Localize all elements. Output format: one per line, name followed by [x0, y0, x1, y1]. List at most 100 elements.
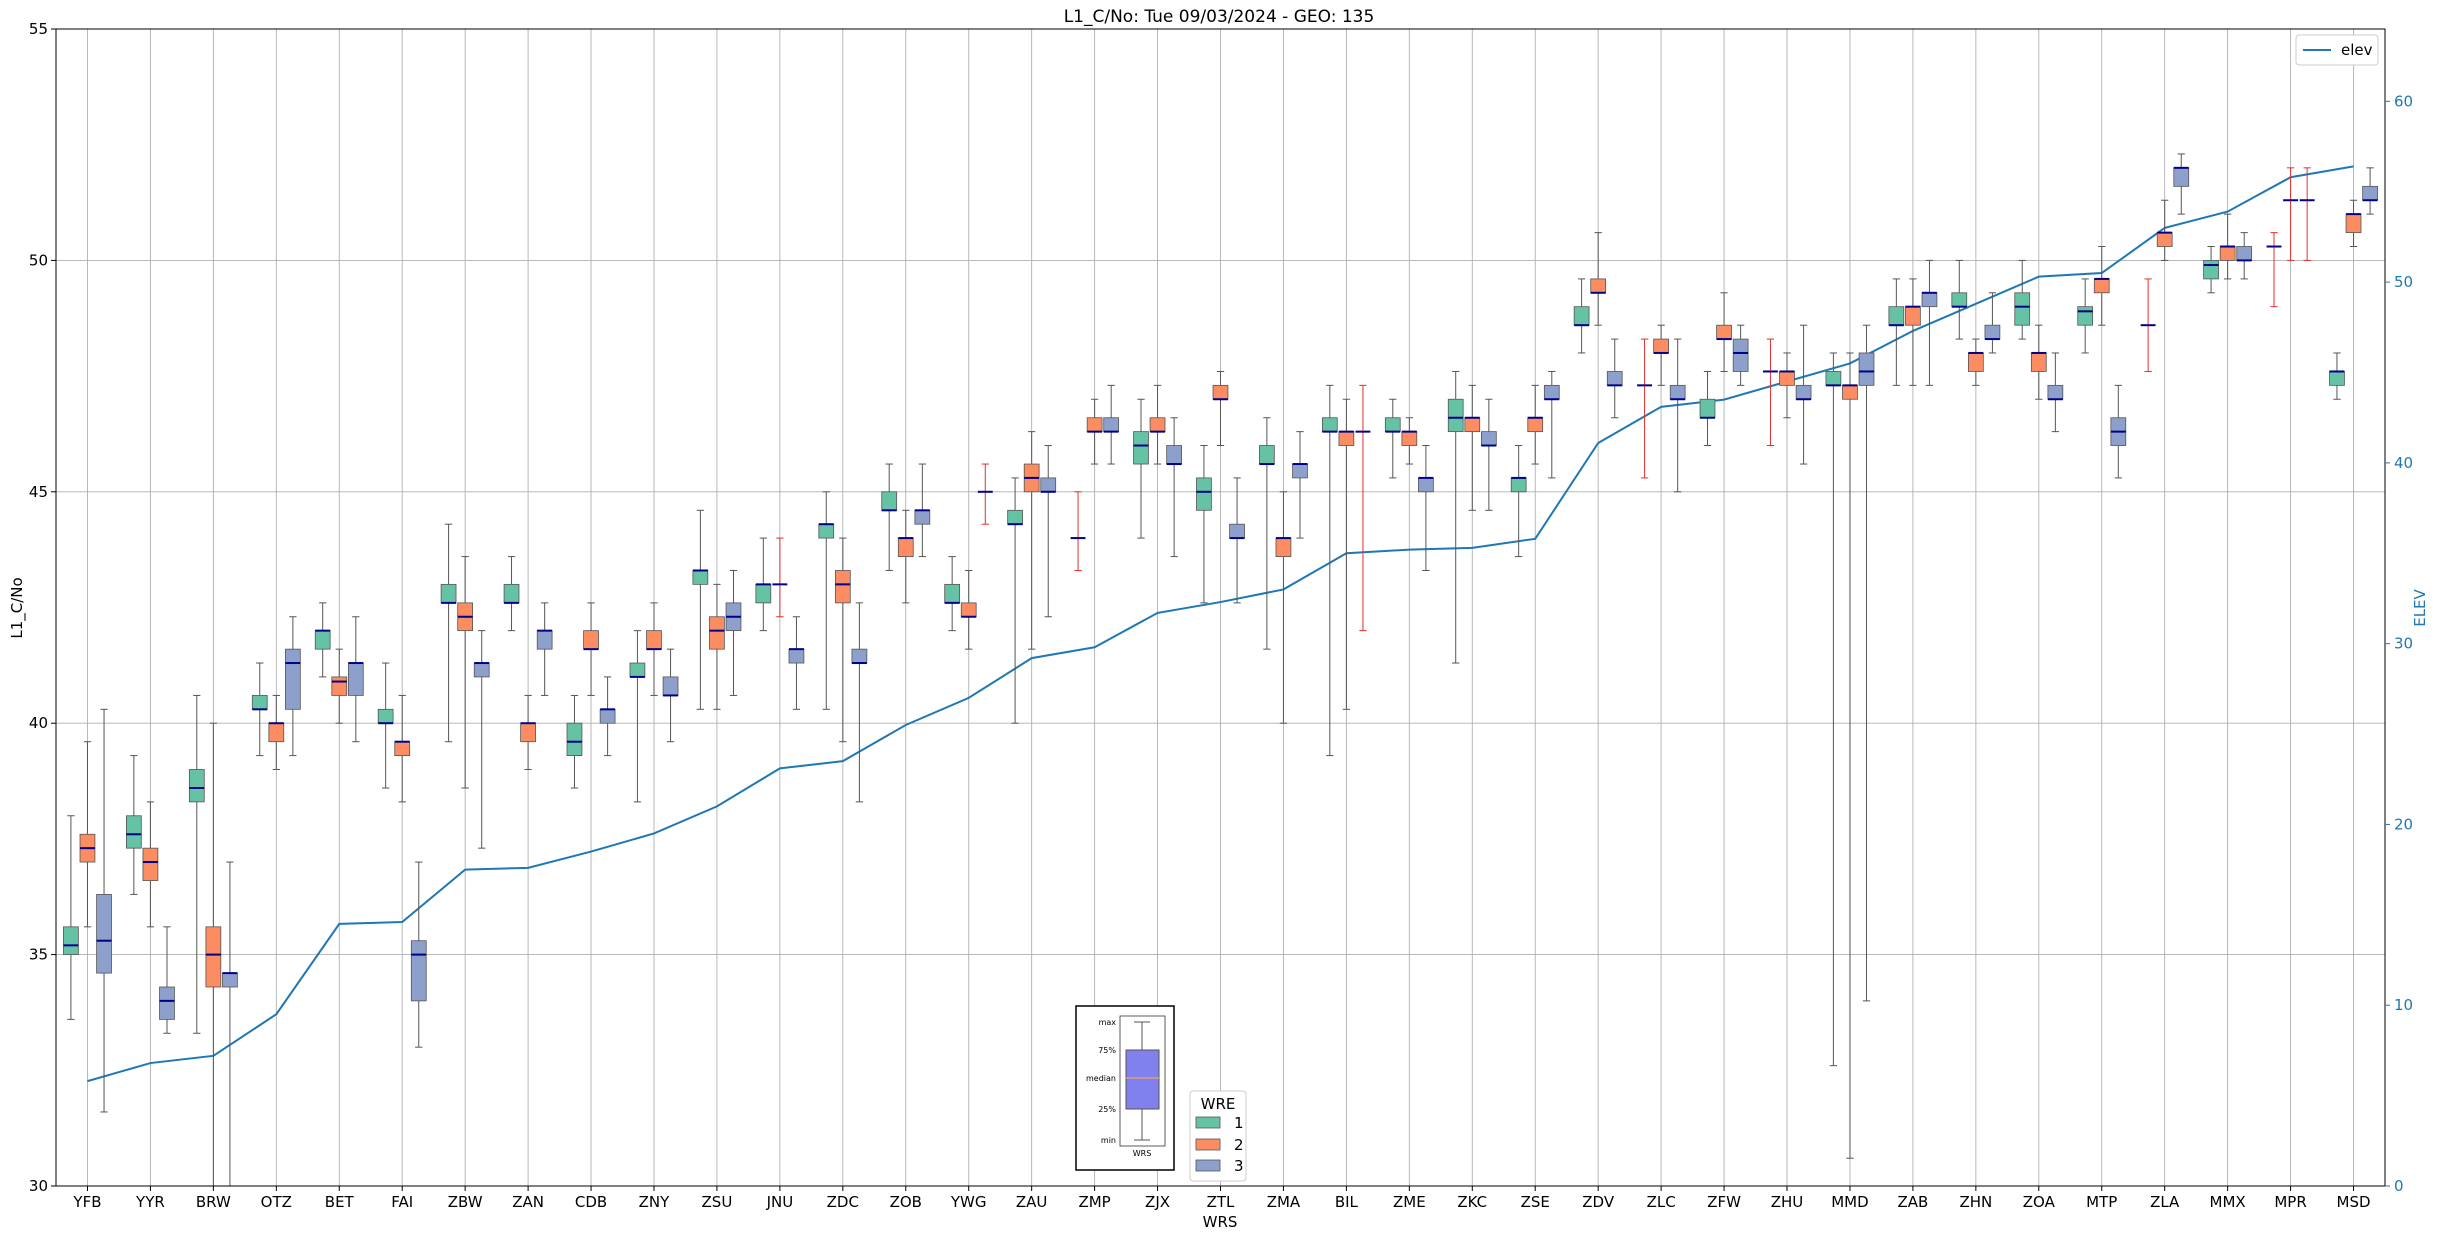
box-iqr	[1573, 306, 1590, 326]
box-wre-2	[268, 694, 285, 770]
box-wre-2	[331, 648, 348, 724]
box-wre-2	[2345, 199, 2362, 248]
box-wre-3	[788, 616, 805, 710]
x-tick-label: ZJX	[1145, 1193, 1170, 1211]
box-wre-2	[960, 569, 977, 650]
box-iqr	[1480, 431, 1497, 446]
elev-line	[87, 165, 2354, 1083]
box-iqr	[1007, 509, 1023, 525]
box-wre-1	[440, 523, 457, 743]
y-right-tick-label: 20	[2394, 815, 2413, 833]
box-wre-2	[142, 801, 159, 928]
box-iqr	[2236, 246, 2253, 261]
box-wre-1	[755, 537, 772, 632]
inset-label-q1: 25%	[1098, 1105, 1116, 1114]
box-wre-3	[1103, 384, 1120, 465]
y-axis-right-label: ELEV	[2411, 588, 2429, 626]
inset-label-median: median	[1086, 1074, 1116, 1083]
box-wre-3	[2362, 167, 2378, 215]
box-iqr	[1527, 417, 1544, 433]
box-wre-3	[914, 463, 931, 558]
box-wre-1	[1133, 398, 1149, 539]
box-iqr	[188, 769, 205, 803]
box-iqr	[834, 570, 851, 604]
box-wre-1	[1321, 384, 1338, 757]
box-iqr	[1858, 352, 1875, 386]
box-wre-1	[1070, 491, 1086, 571]
box-wre-3	[410, 861, 427, 1048]
x-tick-label: BRW	[196, 1193, 231, 1211]
box-iqr	[1543, 384, 1560, 400]
box-iqr	[1779, 371, 1795, 386]
x-tick-label: YFB	[72, 1193, 101, 1211]
box-iqr	[1384, 417, 1401, 433]
box-iqr	[1418, 477, 1434, 493]
box-wre-3	[222, 861, 238, 1187]
box-wre-2	[646, 602, 662, 696]
box-wre-1	[314, 602, 331, 678]
x-tick-label: ZME	[1393, 1193, 1426, 1211]
box-wre-1	[1447, 370, 1464, 664]
box-iqr	[1888, 306, 1905, 326]
box-iqr	[709, 616, 725, 650]
elev-legend-frame	[2295, 34, 2379, 66]
wre-legend-label-3: 3	[1234, 1157, 1244, 1175]
box-wre-1	[1951, 259, 1968, 340]
box-iqr	[1447, 398, 1464, 433]
grid-layer	[56, 29, 2385, 1186]
box-iqr	[285, 648, 301, 710]
box-wre-3	[851, 602, 868, 803]
x-tick-label: MSD	[2337, 1193, 2371, 1211]
box-iqr	[818, 523, 835, 539]
box-iqr	[1984, 324, 2001, 340]
box-wre-3	[725, 569, 742, 696]
elev-legend: elev	[2295, 34, 2379, 66]
box-wre-3	[96, 708, 112, 1113]
box-wre-1	[1699, 370, 1716, 447]
box-iqr	[1732, 338, 1749, 372]
box-iqr	[440, 583, 457, 604]
box-wre-3	[1732, 324, 1749, 386]
box-iqr	[1510, 477, 1527, 493]
y-right-tick-label: 40	[2394, 454, 2413, 472]
box-iqr	[755, 583, 772, 604]
box-iqr	[897, 537, 914, 557]
box-wre-2	[2283, 167, 2299, 261]
box-wre-1	[377, 662, 394, 789]
box-iqr	[1212, 384, 1229, 400]
x-tick-label: ZMP	[1078, 1193, 1110, 1211]
x-tick-label: ZAU	[1016, 1193, 1048, 1211]
box-wre-3	[347, 616, 364, 743]
box-iqr	[63, 926, 79, 955]
box-iqr	[646, 630, 662, 650]
box-wre-2	[205, 722, 222, 1187]
wre-legend-frame	[1189, 1090, 1247, 1182]
box-wre-2	[394, 694, 411, 803]
box-wre-1	[566, 694, 583, 789]
box-wre-2	[1086, 398, 1103, 465]
box-wre-1	[1637, 338, 1653, 479]
wre-legend: WRE 1 2 3	[1189, 1090, 1247, 1182]
box-iqr	[251, 695, 268, 710]
x-tick-label: MMD	[1831, 1193, 1868, 1211]
box-wre-2	[1653, 324, 1669, 386]
box-iqr	[1967, 352, 1984, 372]
box-wre-1	[126, 755, 142, 895]
box-iqr	[1229, 523, 1245, 539]
box-wre-1	[2140, 278, 2156, 372]
y-tick-label: 55	[29, 20, 48, 38]
box-iqr	[1292, 463, 1308, 479]
box-wre-1	[2266, 232, 2282, 308]
box-iqr	[1196, 477, 1212, 511]
x-tick-label: MMX	[2210, 1193, 2246, 1211]
box-iqr	[566, 722, 583, 756]
box-layer	[63, 153, 2378, 1187]
box-iqr	[1133, 431, 1149, 465]
box-wre-3	[2047, 352, 2064, 433]
box-iqr	[1795, 384, 1812, 400]
box-iqr	[394, 741, 411, 756]
box-wre-2	[897, 509, 914, 604]
box-wre-1	[1510, 445, 1527, 558]
x-axis-label: WRS	[1203, 1213, 1238, 1231]
x-tick-label: ZLA	[2150, 1193, 2180, 1211]
